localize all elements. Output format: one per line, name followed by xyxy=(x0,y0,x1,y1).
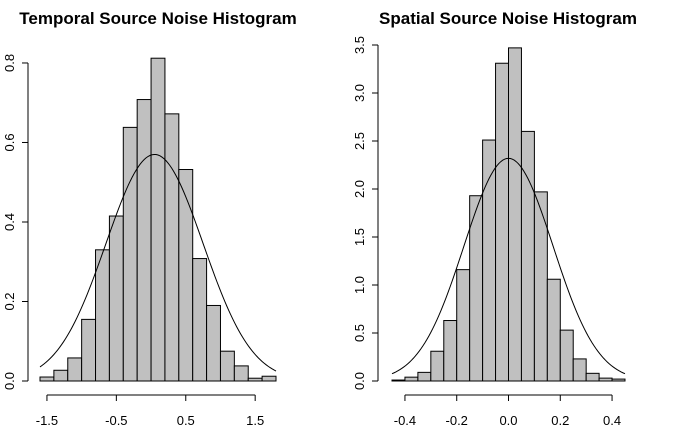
histogram-bar xyxy=(533,191,548,382)
histogram-bar xyxy=(520,130,535,382)
chart-title-temporal: Temporal Source Noise Histogram xyxy=(19,9,296,28)
histogram-bar xyxy=(219,350,235,382)
histogram-bar xyxy=(482,139,497,382)
histogram-bar xyxy=(572,358,587,382)
histogram-bar xyxy=(443,320,458,382)
x-tick-label: -0.2 xyxy=(446,413,468,428)
spatial-histogram-panel: Spatial Source Noise Histogram -0.4 -0.2 0… xyxy=(352,9,637,428)
histogram-bar xyxy=(456,269,471,382)
temporal-histogram-panel: Temporal Source Noise Histogram -1.5 -0.5… xyxy=(2,9,297,428)
y-tick-label: 2.5 xyxy=(352,132,367,150)
y-tick-label: 3.5 xyxy=(352,36,367,54)
histogram-bar xyxy=(136,99,152,382)
histogram-bar xyxy=(391,379,406,382)
x-tick-label: 0.5 xyxy=(177,413,195,428)
x-tick-label: 0.4 xyxy=(603,413,621,428)
y-tick-label: 0.5 xyxy=(352,324,367,342)
histogram-bar xyxy=(206,304,221,382)
x-tick-label: 0.0 xyxy=(499,413,517,428)
y-tick-label: 3.0 xyxy=(352,84,367,102)
histogram-bar xyxy=(233,365,249,382)
histogram-bar xyxy=(67,357,83,382)
histogram-bar xyxy=(430,350,445,382)
y-tick-label: 0.4 xyxy=(2,213,17,231)
x-tick-label: 0.2 xyxy=(551,413,569,428)
x-tick-label: 1.5 xyxy=(246,413,264,428)
histogram-bar xyxy=(192,258,208,382)
histogram-bar xyxy=(122,126,138,382)
histogram-bar xyxy=(546,278,561,382)
histogram-bar xyxy=(178,169,194,382)
histogram-bar xyxy=(39,376,55,382)
y-tick-label: 2.0 xyxy=(352,180,367,198)
y-tick-label: 0.0 xyxy=(352,372,367,390)
x-tick-label: -0.5 xyxy=(105,413,127,428)
histogram-bar xyxy=(108,215,124,382)
chart-title-spatial: Spatial Source Noise Histogram xyxy=(379,9,637,28)
y-tick-label: 1.0 xyxy=(352,276,367,294)
y-tick-label: 0.2 xyxy=(2,292,17,310)
histogram-bar xyxy=(585,372,600,382)
histogram-bar xyxy=(495,62,509,382)
y-tick-label: 0.0 xyxy=(2,372,17,390)
histogram-bar xyxy=(53,369,69,382)
histogram-bar xyxy=(508,47,522,382)
histogram-bar xyxy=(95,249,110,382)
normal-density-curve xyxy=(39,153,277,372)
histogram-bar xyxy=(150,57,166,382)
histogram-bar xyxy=(261,375,277,382)
histogram-bar xyxy=(164,113,180,382)
y-tick-label: 0.6 xyxy=(2,133,17,151)
histogram-bar xyxy=(417,371,432,382)
histogram-bar xyxy=(247,377,263,382)
normal-density-curve xyxy=(391,157,626,375)
x-tick-label: -1.5 xyxy=(36,413,58,428)
histogram-bar xyxy=(404,376,419,382)
histogram-bar xyxy=(598,377,613,382)
y-tick-label: 0.8 xyxy=(2,54,17,72)
histogram-bar xyxy=(559,329,574,382)
histogram-bar xyxy=(81,318,97,382)
y-tick-label: 1.5 xyxy=(352,228,367,246)
x-tick-label: -0.4 xyxy=(394,413,416,428)
histogram-bar xyxy=(611,378,626,382)
